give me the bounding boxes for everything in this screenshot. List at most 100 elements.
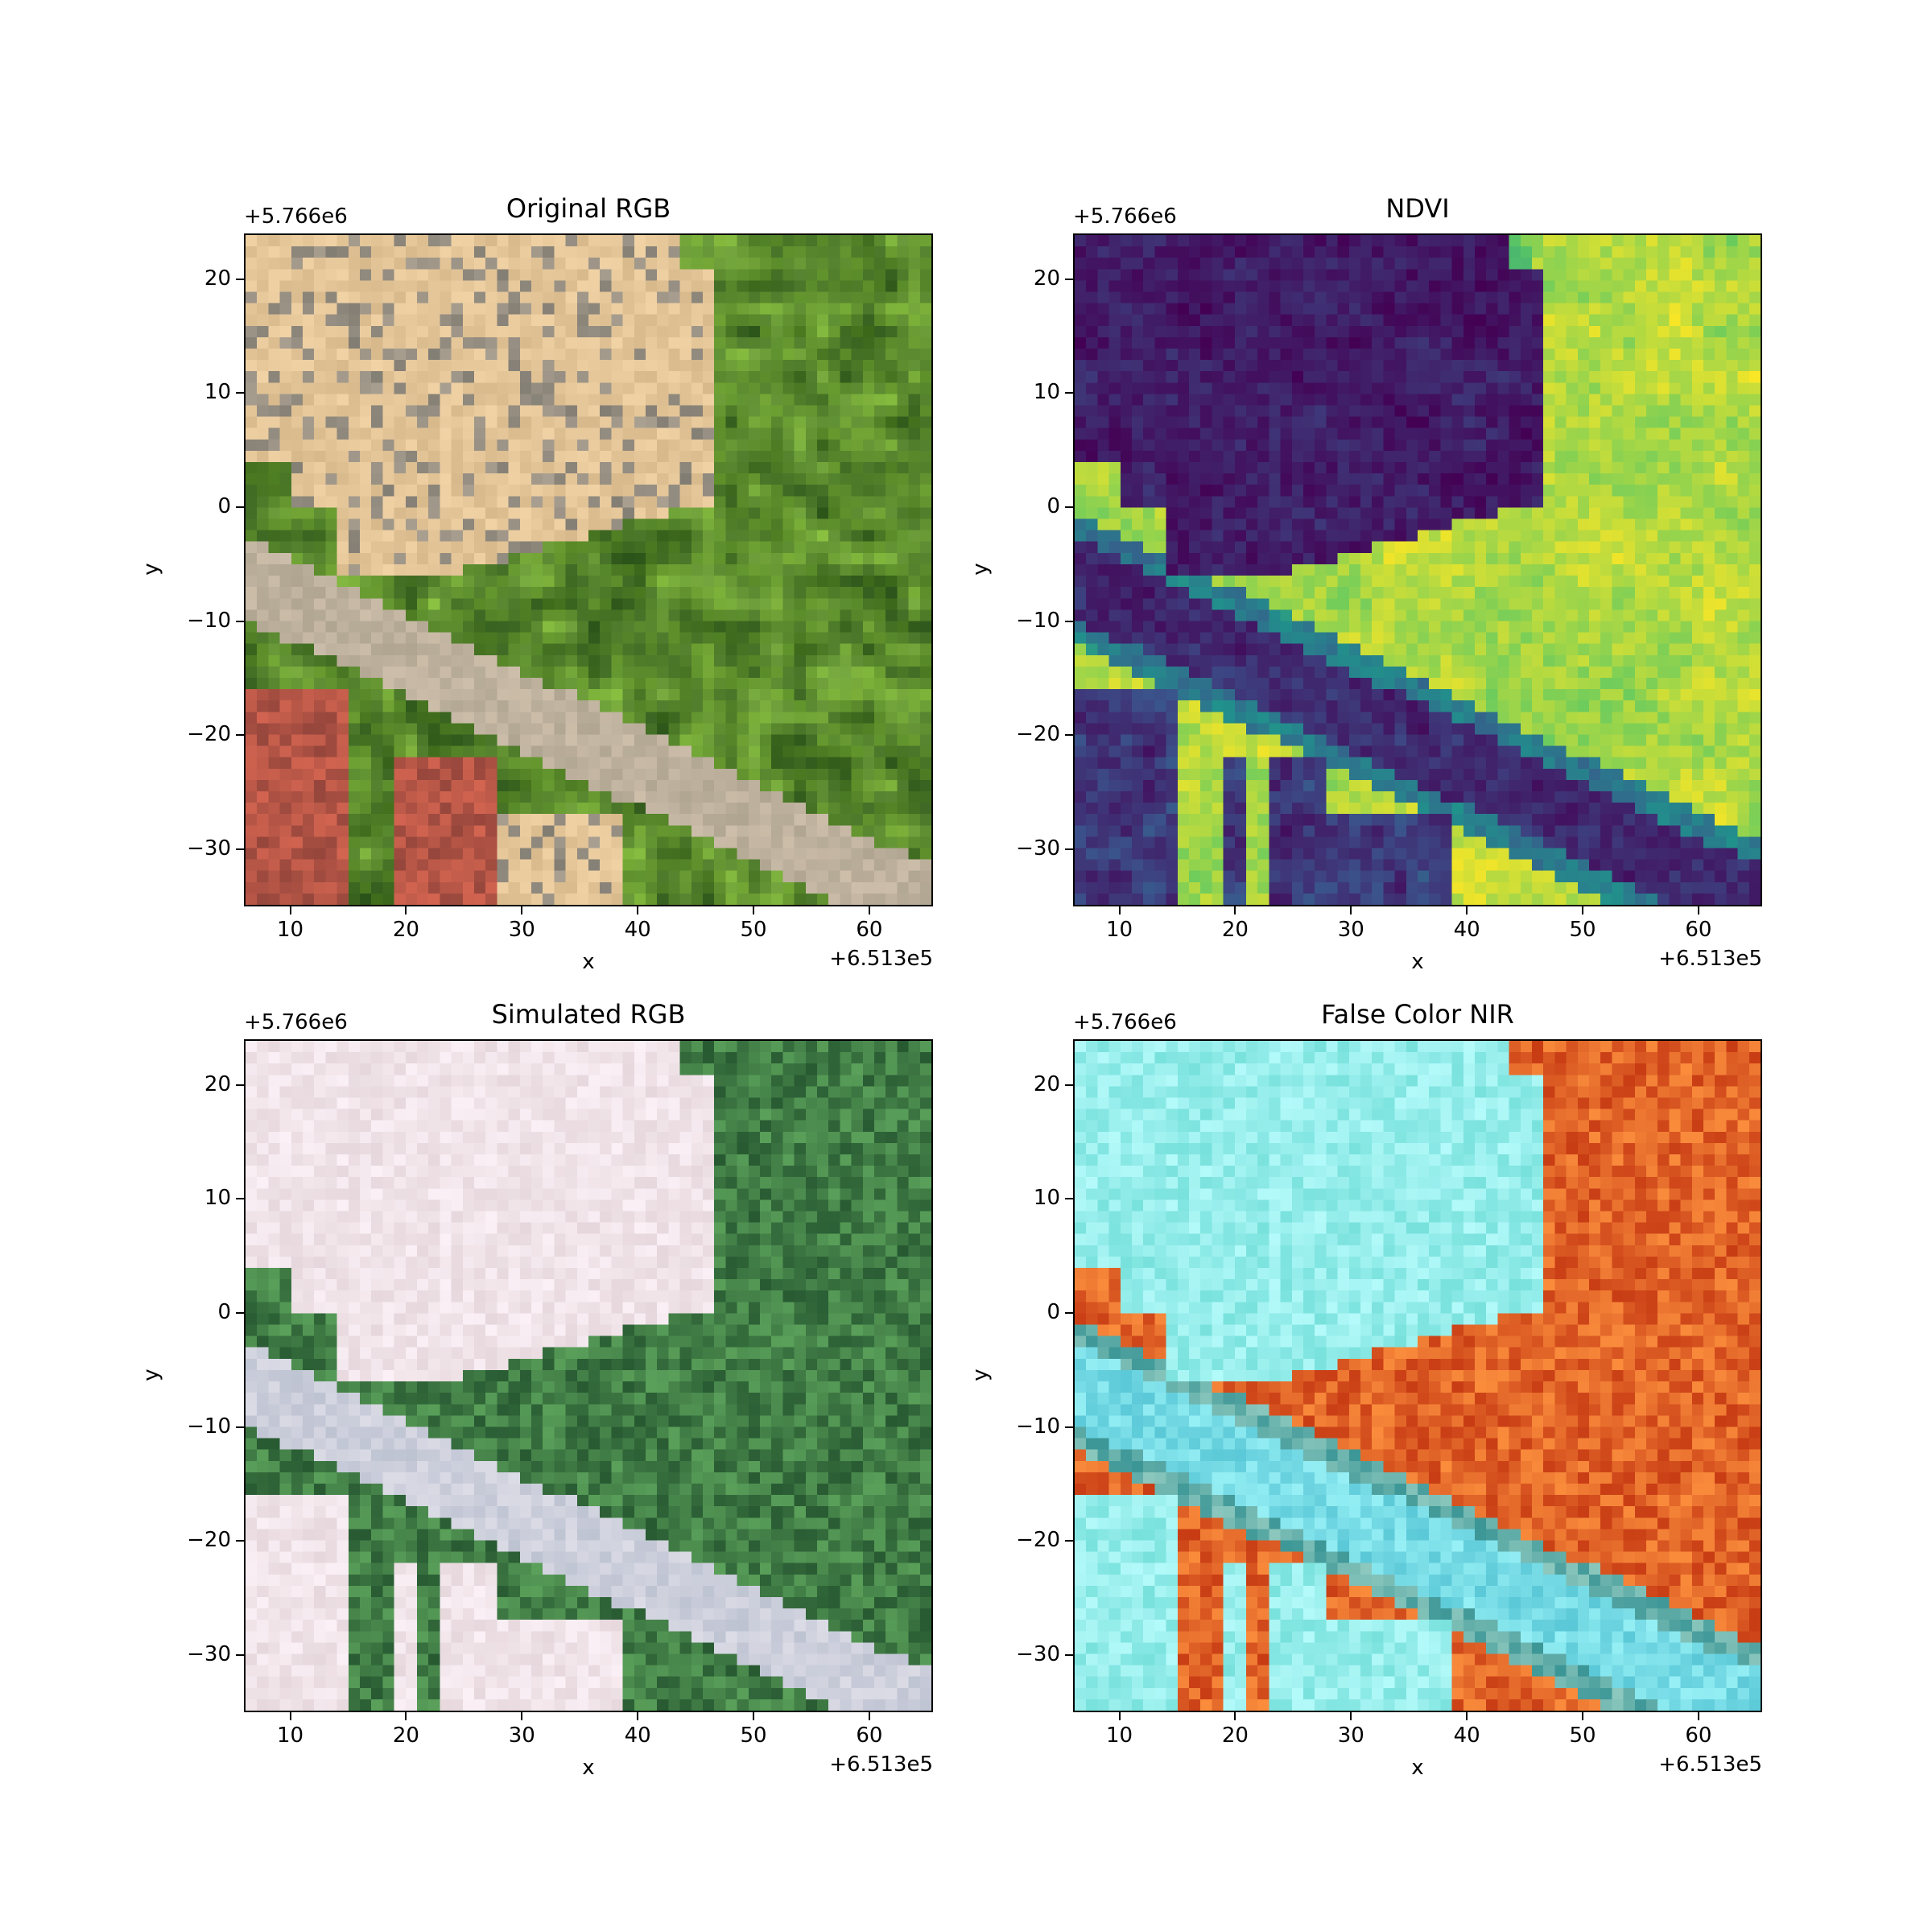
x-tick-label: 20 — [1221, 918, 1249, 942]
y-tick-label: −10 — [187, 1414, 231, 1439]
y-tick-mark — [236, 1426, 244, 1428]
x-offset-label: +6.513e5 — [1658, 947, 1762, 971]
image-plot-area — [1073, 233, 1762, 906]
y-tick-label: 20 — [1033, 1071, 1060, 1096]
x-tick-label: 30 — [1337, 918, 1364, 942]
x-axis-label: x — [1411, 1756, 1424, 1780]
x-tick-label: 60 — [856, 918, 883, 942]
x-tick-label: 10 — [276, 918, 304, 942]
x-tick-mark — [521, 1712, 523, 1720]
y-offset-label: +5.766e6 — [244, 1010, 348, 1034]
x-axis-label: x — [582, 1756, 595, 1780]
raster-image — [1075, 235, 1761, 905]
x-tick-mark — [405, 1712, 407, 1720]
y-tick-label: −10 — [187, 608, 231, 633]
y-tick-mark — [1065, 1198, 1073, 1200]
y-tick-mark — [236, 1540, 244, 1542]
x-tick-label: 50 — [1569, 1724, 1596, 1748]
y-tick-mark — [1065, 1084, 1073, 1086]
y-tick-label: −30 — [187, 836, 231, 861]
x-tick-label: 40 — [624, 918, 651, 942]
y-tick-mark — [1065, 1654, 1073, 1657]
y-tick-mark — [1065, 848, 1073, 851]
y-tick-mark — [1065, 506, 1073, 509]
x-tick-label: 20 — [392, 1724, 419, 1748]
x-tick-label: 60 — [1685, 1724, 1712, 1748]
y-tick-label: −10 — [1016, 1414, 1060, 1439]
x-tick-mark — [1350, 906, 1352, 914]
y-axis-label: y — [139, 1368, 163, 1381]
y-tick-label: −20 — [187, 722, 231, 747]
x-tick-mark — [289, 1712, 291, 1720]
y-tick-mark — [236, 734, 244, 737]
x-offset-label: +6.513e5 — [1658, 1752, 1762, 1777]
x-tick-mark — [521, 906, 523, 914]
y-tick-label: 0 — [1046, 494, 1060, 519]
y-axis-label: y — [968, 1368, 993, 1381]
image-plot-area — [1073, 1039, 1762, 1712]
panel-title: False Color NIR — [1321, 999, 1514, 1030]
x-tick-mark — [1466, 1712, 1468, 1720]
x-tick-mark — [753, 1712, 754, 1720]
x-tick-mark — [753, 906, 754, 914]
raster-image — [1075, 1041, 1761, 1711]
y-tick-label: −20 — [187, 1528, 231, 1553]
y-tick-mark — [1065, 1540, 1073, 1542]
y-tick-mark — [1065, 734, 1073, 737]
y-tick-mark — [1065, 392, 1073, 394]
y-tick-mark — [1065, 278, 1073, 280]
x-tick-label: 50 — [740, 918, 767, 942]
x-tick-label: 40 — [624, 1724, 651, 1748]
x-tick-label: 10 — [276, 1724, 304, 1748]
y-tick-label: −20 — [1016, 722, 1060, 747]
raster-image — [246, 1041, 931, 1711]
y-tick-mark — [236, 1654, 244, 1657]
x-tick-mark — [1234, 906, 1236, 914]
y-tick-label: 0 — [217, 1300, 231, 1325]
x-tick-mark — [1118, 906, 1121, 914]
y-tick-label: 0 — [1046, 1300, 1060, 1325]
x-tick-label: 40 — [1453, 918, 1480, 942]
y-offset-label: +5.766e6 — [1073, 204, 1177, 229]
raster-image — [246, 235, 931, 905]
y-tick-label: 10 — [1033, 380, 1060, 405]
y-tick-mark — [1065, 620, 1073, 622]
y-axis-label: y — [139, 563, 163, 576]
x-tick-mark — [637, 906, 639, 914]
x-offset-label: +6.513e5 — [829, 947, 933, 971]
y-tick-label: 20 — [1033, 266, 1060, 291]
x-tick-label: 30 — [1337, 1724, 1364, 1748]
y-tick-label: −30 — [1016, 836, 1060, 861]
x-tick-label: 50 — [1569, 918, 1596, 942]
panel-title: Original RGB — [506, 193, 671, 224]
image-plot-area — [244, 233, 933, 906]
x-tick-label: 30 — [508, 1724, 535, 1748]
x-tick-mark — [1697, 1712, 1699, 1720]
y-tick-label: 20 — [204, 1071, 231, 1096]
x-tick-mark — [637, 1712, 639, 1720]
y-tick-mark — [236, 506, 244, 509]
panel-title: Simulated RGB — [491, 999, 686, 1030]
y-tick-mark — [236, 278, 244, 280]
x-tick-mark — [289, 906, 291, 914]
y-tick-mark — [236, 392, 244, 394]
x-tick-mark — [1350, 1712, 1352, 1720]
x-offset-label: +6.513e5 — [829, 1752, 933, 1777]
x-tick-mark — [1582, 906, 1583, 914]
x-tick-label: 50 — [740, 1724, 767, 1748]
y-tick-label: 0 — [217, 494, 231, 519]
y-tick-label: −30 — [1016, 1642, 1060, 1667]
x-tick-label: 60 — [856, 1724, 883, 1748]
image-plot-area — [244, 1039, 933, 1712]
x-axis-label: x — [1411, 950, 1424, 974]
y-tick-mark — [236, 620, 244, 622]
x-tick-mark — [1466, 906, 1468, 914]
x-tick-label: 10 — [1105, 918, 1133, 942]
y-axis-label: y — [968, 563, 993, 576]
x-tick-mark — [1697, 906, 1699, 914]
x-tick-mark — [1234, 1712, 1236, 1720]
y-tick-label: −30 — [187, 1642, 231, 1667]
y-tick-label: −10 — [1016, 608, 1060, 633]
y-tick-mark — [236, 848, 244, 851]
